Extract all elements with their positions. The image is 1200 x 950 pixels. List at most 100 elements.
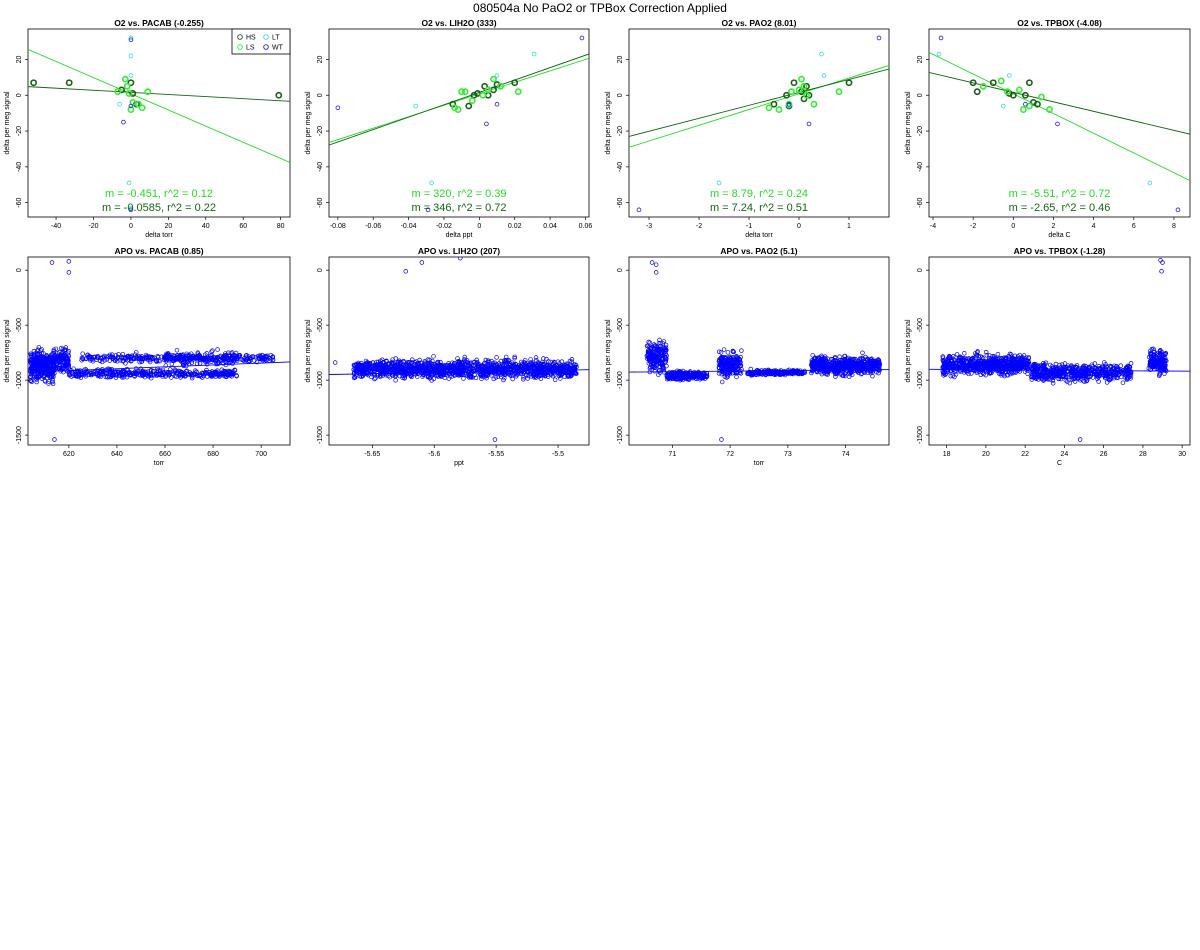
data-point (1025, 371, 1030, 377)
data-point (844, 364, 850, 370)
x-tick-label: 80 (277, 223, 285, 230)
data-point (523, 372, 529, 378)
data-point (30, 358, 35, 363)
data-point (872, 360, 877, 365)
data-point (730, 348, 736, 354)
data-point-LS (490, 75, 497, 83)
data-point (107, 369, 113, 374)
data-point (725, 350, 731, 355)
data-point (506, 358, 512, 363)
data-point-LS (810, 100, 818, 108)
data-point (834, 370, 839, 375)
plot-frame (27, 28, 291, 218)
data-point (558, 372, 563, 377)
outlier-point (332, 360, 338, 365)
data-point (738, 363, 743, 368)
data-point (115, 359, 120, 364)
data-point (465, 363, 470, 369)
data-point-WT (425, 207, 431, 213)
data-point (818, 363, 824, 368)
data-point (123, 361, 128, 366)
data-point-HS (129, 90, 137, 97)
data-point-LS (1003, 88, 1011, 96)
data-point (46, 356, 52, 362)
x-tick-label: 22 (1021, 451, 1029, 458)
data-point (401, 358, 406, 364)
data-point (462, 354, 468, 360)
data-point (260, 357, 266, 363)
data-point (860, 355, 865, 361)
data-point (209, 349, 214, 354)
x-axis-label: ppt (454, 460, 464, 467)
data-point (189, 371, 194, 377)
data-point-LS (788, 88, 795, 96)
data-point (65, 355, 70, 361)
data-point (189, 375, 195, 381)
data-point (511, 368, 517, 374)
y-tick-label: -20 (917, 126, 924, 136)
data-point (495, 374, 501, 379)
data-point (434, 370, 439, 375)
data-point (214, 357, 219, 362)
data-point (101, 353, 107, 359)
data-point (651, 354, 656, 359)
data-point (97, 373, 102, 379)
data-point (237, 354, 242, 360)
data-point (384, 366, 389, 372)
data-point (550, 370, 555, 375)
data-point (504, 358, 509, 363)
data-point (727, 357, 732, 363)
fit-line (629, 65, 889, 148)
y-tick-label: -60 (16, 198, 23, 208)
data-point (86, 353, 92, 359)
data-point-HS (770, 100, 778, 108)
data-point (482, 374, 487, 380)
data-point (526, 369, 532, 375)
data-point (109, 354, 114, 360)
data-point (507, 372, 513, 378)
data-point (571, 362, 577, 367)
data-point (35, 352, 40, 357)
data-point (809, 370, 814, 376)
data-point (239, 357, 245, 362)
data-point (63, 362, 68, 367)
fit-annotation: m = 320, r^2 = 0.39 (411, 188, 506, 200)
data-point (137, 359, 142, 365)
data-point (38, 367, 44, 372)
data-point-LT (117, 101, 122, 107)
data-point (63, 347, 68, 353)
panel-title: APO vs. PAO2 (5.1) (720, 246, 797, 256)
data-point (720, 363, 725, 369)
data-point (79, 355, 85, 361)
y-axis-label: delta per meg signal (605, 319, 612, 382)
data-point (54, 353, 60, 359)
data-point (734, 355, 739, 360)
outlier-point (403, 269, 409, 274)
data-point (799, 369, 804, 375)
data-point (33, 365, 39, 370)
data-point (868, 370, 874, 376)
panel-2: O2 vs. LIH2O (333)-0.08 -0.06 -0.04 -0.02 0 0… (305, 18, 592, 239)
data-point-LS (484, 86, 492, 94)
data-point (194, 369, 199, 375)
data-point (124, 366, 130, 372)
data-point (163, 363, 169, 368)
data-point (949, 358, 955, 364)
data-point (132, 371, 138, 376)
data-point (512, 356, 517, 361)
data-point (369, 365, 374, 370)
data-point (531, 372, 537, 378)
data-point (962, 351, 967, 356)
data-point (55, 361, 60, 366)
data-point (652, 368, 658, 374)
data-point (825, 371, 830, 376)
data-point (215, 361, 221, 367)
data-point (731, 349, 737, 355)
data-point (87, 356, 93, 361)
data-point (486, 370, 492, 376)
data-point (148, 375, 154, 381)
y-tick-label: -1500 (317, 426, 324, 444)
panel-1: O2 vs. PACAB (-0.255)-40 -20 0 20 40 60 80-60-… (4, 18, 291, 239)
data-point (694, 374, 700, 380)
data-point (660, 341, 666, 346)
